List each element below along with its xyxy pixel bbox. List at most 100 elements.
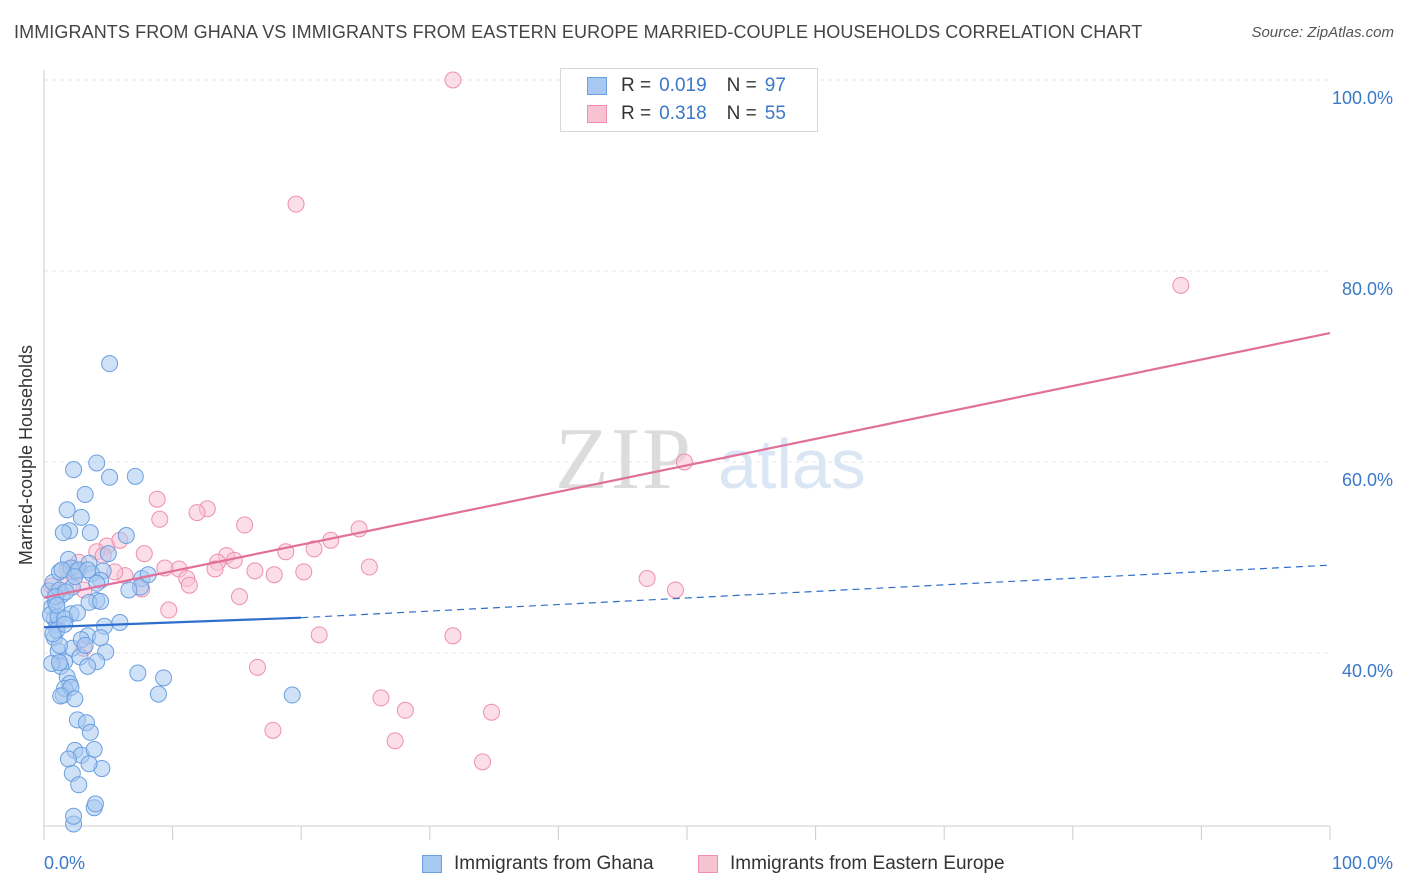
- point-ghana: [59, 750, 77, 768]
- correlation-legend: R = 0.019 N = 97 R = 0.318 N = 55: [560, 68, 818, 132]
- point-ghana: [92, 629, 110, 647]
- point-ghana: [129, 664, 147, 682]
- point-ghana: [52, 687, 70, 705]
- series-ghana-points: [40, 355, 301, 833]
- trend-line-ghana-extrapolated: [301, 564, 1331, 619]
- bottom-legend-eastern-europe: Immigrants from Eastern Europe: [698, 852, 1005, 876]
- point-ghana: [58, 501, 76, 519]
- point-ghana: [86, 795, 104, 813]
- point-ghana: [117, 527, 135, 545]
- point-ghana: [79, 657, 97, 675]
- point-ghana: [81, 524, 99, 542]
- point-eastern-europe: [230, 588, 248, 606]
- point-eastern-europe: [444, 627, 462, 645]
- legend-r-value: 0.019: [659, 75, 707, 96]
- point-ghana: [76, 636, 94, 654]
- legend-row-eastern-europe: R = 0.318 N = 55: [587, 103, 786, 125]
- point-eastern-europe: [160, 601, 178, 619]
- x-tick-label: 0.0%: [44, 853, 85, 873]
- point-ghana: [101, 468, 119, 486]
- point-ghana: [120, 581, 138, 599]
- point-ghana: [76, 485, 94, 503]
- point-ghana: [99, 545, 117, 563]
- point-eastern-europe: [248, 658, 266, 676]
- point-eastern-europe: [386, 732, 404, 750]
- y-tick-label: 100.0%: [1332, 88, 1393, 108]
- point-eastern-europe: [295, 563, 313, 581]
- point-ghana: [48, 596, 66, 614]
- point-eastern-europe: [148, 490, 166, 508]
- point-eastern-europe: [305, 540, 323, 558]
- point-eastern-europe: [180, 576, 198, 594]
- legend-n-value: 55: [764, 103, 786, 124]
- point-eastern-europe: [372, 689, 390, 707]
- point-eastern-europe: [310, 626, 328, 644]
- point-eastern-europe: [483, 703, 501, 721]
- point-ghana: [126, 467, 144, 485]
- point-ghana: [92, 592, 110, 610]
- point-ghana: [66, 568, 84, 586]
- legend-n-label: N =: [726, 75, 757, 96]
- point-ghana: [68, 604, 86, 622]
- point-ghana: [56, 615, 74, 633]
- point-ghana: [111, 613, 129, 631]
- point-ghana: [101, 355, 119, 373]
- point-ghana: [80, 755, 98, 773]
- watermark-zip: ZIP: [555, 411, 693, 508]
- tick-labels: 40.0% 60.0% 80.0% 100.0% 0.0% 100.0%: [44, 88, 1393, 873]
- chart-title: IMMIGRANTS FROM GHANA VS IMMIGRANTS FROM…: [14, 22, 1143, 42]
- bottom-legend-label-ghana: Immigrants from Ghana: [454, 853, 654, 874]
- point-ghana: [70, 776, 88, 794]
- point-eastern-europe: [264, 721, 282, 739]
- legend-swatch-ghana: [587, 77, 607, 95]
- point-eastern-europe: [151, 510, 169, 528]
- bottom-legend-swatch-ghana: [422, 855, 442, 873]
- point-ghana: [85, 740, 103, 758]
- point-eastern-europe: [1172, 276, 1190, 294]
- source-label: Source: ZipAtlas.com: [1251, 24, 1394, 41]
- point-ghana: [88, 454, 106, 472]
- legend-r-value: 0.318: [659, 103, 707, 124]
- legend-r-label: R =: [621, 75, 652, 96]
- trend-lines: [43, 331, 1331, 629]
- point-eastern-europe: [474, 753, 492, 771]
- point-ghana: [50, 654, 68, 672]
- point-eastern-europe: [135, 545, 153, 563]
- point-ghana: [65, 807, 83, 825]
- y-tick-label: 60.0%: [1342, 470, 1393, 490]
- y-axis-label: Married-couple Households: [16, 345, 36, 565]
- point-ghana: [283, 686, 301, 704]
- legend-swatch-eastern-europe: [587, 105, 607, 123]
- point-ghana: [149, 685, 167, 703]
- point-ghana: [54, 524, 72, 542]
- legend-r-label: R =: [621, 103, 652, 124]
- point-ghana: [155, 669, 173, 687]
- point-ghana: [44, 625, 62, 643]
- point-eastern-europe: [236, 516, 254, 534]
- point-ghana: [66, 690, 84, 708]
- trend-line-ghana: [43, 616, 302, 629]
- y-tick-label: 40.0%: [1342, 661, 1393, 681]
- bottom-legend-label-eastern-europe: Immigrants from Eastern Europe: [730, 853, 1005, 874]
- x-tick-label: 100.0%: [1332, 853, 1393, 873]
- legend-row-ghana: R = 0.019 N = 97: [587, 75, 786, 97]
- point-ghana: [81, 723, 99, 741]
- trend-line-eastern-europe: [43, 331, 1331, 599]
- point-eastern-europe: [265, 566, 283, 584]
- point-eastern-europe: [396, 701, 414, 719]
- point-eastern-europe: [638, 570, 656, 588]
- point-eastern-europe: [188, 504, 206, 522]
- point-eastern-europe: [246, 562, 264, 580]
- y-tick-label: 80.0%: [1342, 279, 1393, 299]
- legend-n-label: N =: [726, 103, 757, 124]
- point-eastern-europe: [287, 195, 305, 213]
- point-eastern-europe: [206, 560, 224, 578]
- legend-n-value: 97: [764, 75, 786, 96]
- bottom-legend-ghana: Immigrants from Ghana: [422, 852, 654, 876]
- axes: [43, 70, 1331, 840]
- point-eastern-europe: [360, 558, 378, 576]
- point-eastern-europe: [666, 581, 684, 599]
- point-ghana: [65, 461, 83, 479]
- bottom-legend-swatch-eastern-europe: [698, 855, 718, 873]
